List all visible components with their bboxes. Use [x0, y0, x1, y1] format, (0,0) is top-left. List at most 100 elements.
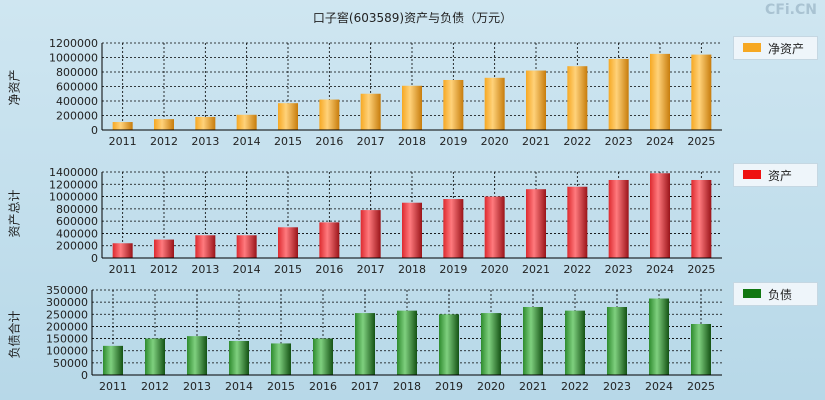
bar-liabilities-2021 [523, 307, 543, 375]
bar-equity-2011 [112, 122, 133, 130]
x-tick-label: 2014 [225, 380, 253, 393]
x-tick-label: 2013 [191, 263, 219, 276]
x-tick-label: 2011 [109, 135, 137, 148]
y-tick-label: 1000000 [49, 52, 98, 65]
x-tick-label: 2024 [645, 380, 673, 393]
bar-liabilities-2017 [355, 313, 375, 375]
bar-liabilities-2018 [397, 310, 417, 375]
bar-assets-2018 [402, 202, 422, 258]
bar-assets-2015 [278, 227, 298, 258]
bar-liabilities-2025 [691, 324, 711, 375]
legend-equity: 净资产 [733, 36, 818, 60]
bar-assets-2020 [484, 196, 505, 258]
x-tick-label: 2019 [435, 380, 463, 393]
y-tick-label: 0 [91, 252, 98, 265]
x-tick-label: 2014 [233, 135, 261, 148]
bar-liabilities-2024 [649, 298, 669, 375]
bar-assets-2016 [319, 222, 340, 258]
x-tick-label: 2016 [309, 380, 337, 393]
y-tick-label: 1200000 [49, 37, 98, 50]
x-tick-label: 2025 [687, 263, 715, 276]
bar-equity-2020 [484, 77, 505, 130]
bar-assets-2019 [443, 199, 464, 258]
bar-equity-2021 [526, 70, 546, 130]
watermark-logo: CFi.CN [765, 2, 817, 18]
ylabel-equity: 净资产 [7, 69, 22, 106]
legend-liabilities: 负债 [733, 282, 818, 306]
x-tick-label: 2025 [687, 135, 715, 148]
bar-equity-2019 [443, 79, 464, 130]
y-tick-label: 600000 [56, 215, 98, 228]
y-tick-label: 300000 [46, 296, 88, 309]
x-tick-label: 2021 [522, 263, 550, 276]
x-tick-label: 2012 [150, 263, 178, 276]
x-tick-label: 2017 [357, 263, 385, 276]
x-tick-label: 2018 [393, 380, 421, 393]
ylabel-assets: 资产总计 [7, 189, 22, 238]
bar-assets-2024 [650, 173, 670, 258]
bar-liabilities-2019 [439, 314, 459, 375]
bar-liabilities-2022 [565, 310, 585, 375]
x-tick-label: 2019 [439, 263, 467, 276]
y-tick-label: 0 [91, 124, 98, 137]
legend-equity-label: 净资产 [768, 42, 805, 56]
x-tick-label: 2015 [274, 135, 302, 148]
y-tick-label: 200000 [56, 240, 98, 253]
x-tick-label: 2021 [519, 380, 547, 393]
x-tick-label: 2018 [398, 263, 426, 276]
y-tick-label: 1400000 [49, 166, 98, 179]
y-tick-label: 350000 [46, 284, 88, 297]
bar-assets-2013 [195, 235, 216, 258]
bar-equity-2017 [360, 93, 381, 130]
x-tick-label: 2023 [603, 380, 631, 393]
x-tick-label: 2013 [191, 135, 219, 148]
legend-assets-label: 资产 [768, 169, 793, 183]
bar-liabilities-2023 [607, 307, 627, 375]
x-tick-label: 2020 [477, 380, 505, 393]
bar-equity-2012 [154, 119, 174, 130]
bar-assets-2014 [236, 235, 257, 258]
bar-equity-2016 [319, 99, 340, 130]
y-tick-label: 200000 [46, 320, 88, 333]
x-tick-label: 2011 [109, 263, 137, 276]
bar-assets-2011 [112, 243, 133, 258]
y-tick-label: 800000 [56, 203, 98, 216]
y-tick-label: 1200000 [49, 178, 98, 191]
y-tick-label: 50000 [53, 357, 88, 370]
bar-liabilities-2016 [313, 338, 333, 375]
x-tick-label: 2016 [315, 135, 343, 148]
x-tick-label: 2013 [183, 380, 211, 393]
y-tick-label: 1000000 [49, 191, 98, 204]
legend-liabilities-label: 负债 [768, 288, 793, 302]
x-tick-label: 2016 [315, 263, 343, 276]
bar-liabilities-2020 [481, 313, 501, 375]
x-tick-label: 2015 [274, 263, 302, 276]
legend-assets: 资产 [733, 163, 818, 187]
x-tick-label: 2020 [481, 263, 509, 276]
x-tick-label: 2022 [561, 380, 589, 393]
bar-assets-2022 [567, 186, 588, 258]
chart-title: 口子窖(603589)资产与负债（万元） [312, 11, 513, 25]
bar-liabilities-2013 [187, 336, 207, 375]
bar-assets-2021 [526, 189, 546, 258]
y-tick-label: 400000 [56, 95, 98, 108]
x-tick-label: 2021 [522, 135, 550, 148]
x-tick-label: 2023 [605, 263, 633, 276]
x-tick-label: 2012 [141, 380, 169, 393]
bar-liabilities-2011 [103, 345, 123, 375]
y-tick-label: 100000 [46, 345, 88, 358]
x-tick-label: 2018 [398, 135, 426, 148]
bar-assets-2025 [691, 179, 712, 258]
y-tick-label: 800000 [56, 66, 98, 79]
bar-equity-2022 [567, 66, 588, 130]
x-tick-label: 2024 [646, 263, 674, 276]
x-tick-label: 2022 [563, 263, 591, 276]
panel-liabilities: 0500001000001500002000002500003000003500… [46, 284, 722, 393]
x-tick-label: 2025 [687, 380, 715, 393]
bar-liabilities-2015 [271, 343, 291, 375]
ylabel-liabilities: 负债合计 [7, 310, 22, 359]
bar-equity-2024 [650, 53, 670, 130]
x-tick-label: 2011 [99, 380, 127, 393]
x-tick-label: 2024 [646, 135, 674, 148]
